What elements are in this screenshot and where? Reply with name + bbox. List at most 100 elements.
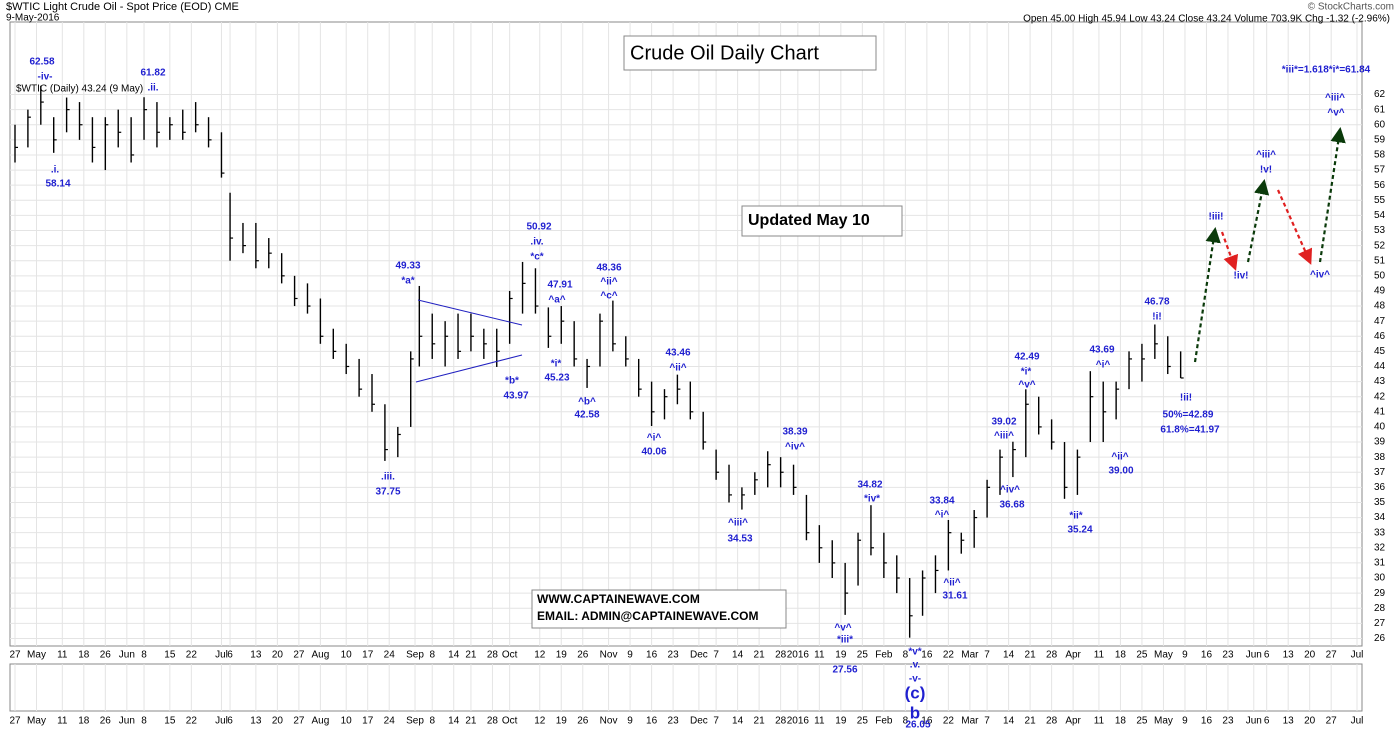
wave-label: 27.56 (832, 665, 857, 676)
x-tick-label: 28 (487, 650, 499, 661)
y-tick-label: 52 (1374, 240, 1386, 251)
wave-label: ^iii^ (1325, 93, 1345, 104)
y-tick-label: 49 (1374, 286, 1386, 297)
x-tick-label: 24 (384, 716, 396, 727)
y-tick-label: 29 (1374, 588, 1386, 599)
wave-label: !i! (1152, 312, 1161, 323)
wave-label: *iii*=1.618*i*=61.84 (1282, 65, 1371, 76)
wave-label: 42.49 (1014, 352, 1039, 363)
x-tick-label: Dec (690, 650, 708, 661)
x-tick-label: 26 (100, 716, 112, 727)
x-tick-label: 16 (646, 716, 658, 727)
y-tick-label: 37 (1374, 467, 1386, 478)
x-tick-label: 9 (627, 716, 633, 727)
y-tick-label: 43 (1374, 376, 1386, 387)
x-tick-label: 28 (775, 716, 787, 727)
x-tick-label: 13 (1283, 716, 1295, 727)
y-tick-label: 48 (1374, 301, 1386, 312)
x-tick-label: 28 (487, 716, 499, 727)
x-tick-label: 19 (556, 650, 568, 661)
x-tick-label: 24 (384, 650, 396, 661)
x-tick-label: 21 (1025, 716, 1037, 727)
x-tick-label: Nov (600, 650, 618, 661)
x-tick-label: 18 (78, 650, 90, 661)
x-tick-label: 23 (668, 716, 680, 727)
x-tick-label: 14 (1003, 650, 1015, 661)
wave-label: b (910, 703, 920, 722)
x-tick-label: 11 (57, 716, 68, 727)
y-tick-label: 31 (1374, 558, 1386, 569)
wave-label: .i. (51, 165, 60, 176)
x-tick-label: 17 (362, 716, 374, 727)
contact-web: WWW.CAPTAINEWAVE.COM (537, 592, 700, 606)
y-tick-label: 34 (1374, 512, 1386, 523)
wave-label: ^ii^ (1111, 452, 1128, 463)
wave-label: ^iv^ (785, 442, 805, 453)
title-box (623, 35, 877, 71)
wave-label: 61.82 (140, 68, 165, 79)
x-tick-label: 27 (293, 650, 305, 661)
x-tick-label: Aug (311, 650, 329, 661)
wave-label: .v. (910, 660, 921, 671)
x-tick-label: Feb (875, 716, 893, 727)
x-tick-label: 11 (1094, 650, 1105, 661)
wave-label: 43.97 (503, 391, 528, 402)
wave-label: ^v^ (834, 623, 851, 634)
x-tick-label: 26 (577, 716, 589, 727)
x-tick-label: May (27, 650, 46, 661)
x-tick-label: 20 (1304, 650, 1316, 661)
wave-label: 48.36 (596, 263, 621, 274)
x-tick-label: 15 (164, 716, 176, 727)
x-tick-label: Apr (1065, 650, 1081, 661)
x-tick-label: 11 (1094, 716, 1105, 727)
forecast-arrow (1318, 126, 1346, 263)
wave-label: 33.84 (929, 496, 954, 507)
wave-label: 46.78 (1144, 297, 1169, 308)
wave-label: 40.06 (641, 447, 666, 458)
y-tick-label: 59 (1374, 134, 1386, 145)
wave-label: *c* (530, 252, 543, 263)
wave-label: *iv* (864, 494, 880, 505)
x-tick-label: 20 (1304, 716, 1316, 727)
x-tick-label: 21 (754, 650, 766, 661)
x-tick-label: 13 (250, 650, 262, 661)
forecast-arrows (1193, 126, 1346, 363)
x-tick-label: 7 (984, 716, 990, 727)
x-tick-label: 13 (250, 716, 262, 727)
x-tick-label: 9 (1182, 650, 1188, 661)
wave-label: 50.92 (526, 222, 551, 233)
wave-label: !v! (1260, 165, 1272, 176)
wave-label: 31.61 (942, 591, 967, 602)
wave-label: 42.58 (574, 410, 599, 421)
wave-label: -v- (909, 674, 921, 685)
price-bars (14, 85, 1184, 638)
wave-label: *a* (401, 276, 414, 287)
wave-label: 34.82 (857, 480, 882, 491)
x-tick-label: 23 (1222, 650, 1234, 661)
wave-label: 62.58 (29, 57, 54, 68)
y-tick-label: 44 (1374, 361, 1386, 372)
wave-label: *v* (908, 647, 921, 658)
triangle-line (417, 299, 523, 326)
x-tick-label: Jul (1351, 650, 1364, 661)
x-tick-label: 25 (857, 716, 869, 727)
y-tick-label: 35 (1374, 497, 1386, 508)
x-tick-label: 25 (1136, 650, 1148, 661)
x-tick-label: 27 (293, 716, 305, 727)
x-tick-label: 11 (814, 650, 825, 661)
legend: $WTIC (Daily) 43.24 (9 May) (16, 84, 143, 95)
forecast-arrow (1276, 189, 1313, 265)
x-tick-label: 21 (465, 716, 477, 727)
wave-label: ^iv^ (1000, 485, 1020, 496)
x-tick-label: 14 (448, 716, 460, 727)
annotations: 62.58 -iv- 61.82 .ii. .i. 58.14 49.33 *a* .iii. 3… (29, 57, 1370, 730)
wave-label: *b* (505, 376, 519, 387)
lower-panel (9, 663, 1363, 712)
y-tick-label: 32 (1374, 542, 1386, 553)
x-tick-label: Oct (502, 716, 518, 727)
x-tick-label: 16 (646, 650, 658, 661)
x-tick-label: Jul (215, 716, 228, 727)
wave-label: ^ii^ (600, 277, 617, 288)
